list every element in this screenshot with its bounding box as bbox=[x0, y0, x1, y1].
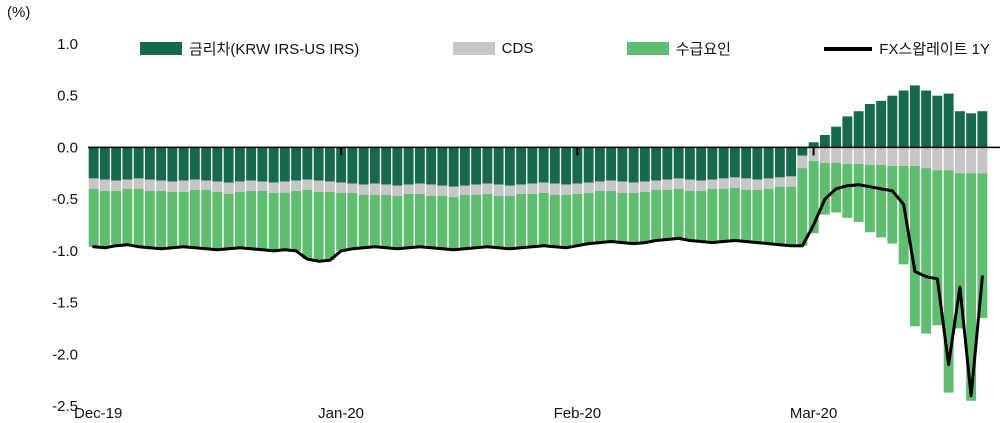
legend-label-rate-diff: 금리차(KRW IRS-US IRS) bbox=[189, 41, 360, 58]
stacked-bars-layer bbox=[88, 85, 988, 401]
y-axis-unit-label: (%) bbox=[7, 4, 31, 21]
svg-text:-1.5: -1.5 bbox=[52, 295, 78, 312]
svg-text:-2.0: -2.0 bbox=[52, 346, 78, 363]
rate-diff-swatch-icon bbox=[140, 42, 182, 55]
cds-swatch-icon bbox=[452, 42, 495, 55]
legend-label-supply-demand: 수급요인 bbox=[675, 41, 731, 58]
svg-text:-1.0: -1.0 bbox=[52, 243, 78, 260]
svg-text:Feb-20: Feb-20 bbox=[554, 405, 602, 422]
supply-demand-swatch-icon bbox=[626, 42, 669, 55]
chart-legend: 금리차(KRW IRS-US IRS) CDS 수급요인 FX스왑레이트 1Y bbox=[140, 38, 990, 59]
legend-item-supply-demand: 수급요인 bbox=[626, 38, 731, 59]
svg-text:1.0: 1.0 bbox=[57, 36, 78, 53]
fx-swap-rate-line bbox=[92, 183, 984, 398]
legend-label-fx-swap-rate: FX스왑레이트 1Y bbox=[879, 41, 990, 58]
legend-item-fx-swap-rate: FX스왑레이트 1Y bbox=[824, 38, 990, 59]
svg-text:0.5: 0.5 bbox=[57, 88, 78, 105]
svg-text:Jan-20: Jan-20 bbox=[318, 405, 364, 422]
legend-item-cds: CDS bbox=[452, 40, 534, 57]
svg-text:0.0: 0.0 bbox=[57, 139, 78, 156]
svg-text:Mar-20: Mar-20 bbox=[790, 405, 838, 422]
svg-text:-0.5: -0.5 bbox=[52, 191, 78, 208]
svg-text:-2.5: -2.5 bbox=[52, 398, 78, 415]
x-axis-labels: Dec-19 Jan-20 Feb-20 Mar-20 bbox=[74, 147, 837, 422]
legend-label-cds: CDS bbox=[501, 40, 534, 57]
legend-item-rate-diff: 금리차(KRW IRS-US IRS) bbox=[140, 38, 359, 59]
y-axis-labels: 1.0 0.5 0.0 -0.5 -1.0 -1.5 -2.0 -2.5 bbox=[52, 36, 78, 415]
svg-text:Dec-19: Dec-19 bbox=[74, 405, 122, 422]
fx-swap-line-swatch-icon bbox=[824, 46, 873, 51]
